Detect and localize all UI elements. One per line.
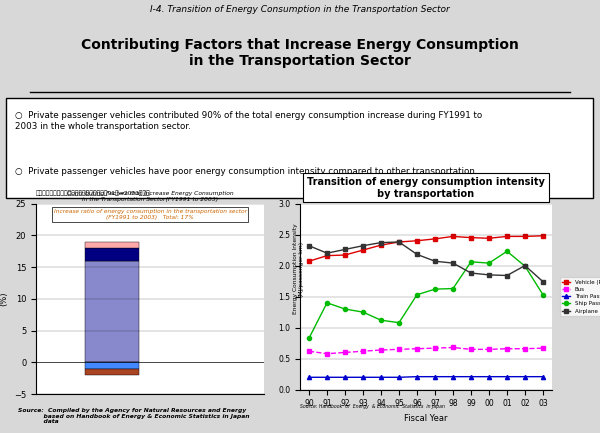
FancyBboxPatch shape <box>6 98 593 198</box>
Title: Contributing Factors that Increase Energy Consumption
in the Transportation Sect: Contributing Factors that Increase Energ… <box>67 191 233 202</box>
Text: I-4. Transition of Energy Consumption in the Transportation Sector: I-4. Transition of Energy Consumption in… <box>150 5 450 14</box>
Bar <box>85 362 139 368</box>
Title: Transition of energy consumption intensity
by transportation: Transition of energy consumption intensi… <box>307 177 545 199</box>
Bar <box>85 248 139 261</box>
Text: 運輸部門エネルギー消費および平均化要因（91年→2003年度）: 運輸部門エネルギー消費および平均化要因（91年→2003年度） <box>36 190 151 196</box>
Bar <box>85 368 139 375</box>
Text: ○  Private passenger vehicles contributed 90% of the total energy consumption in: ○ Private passenger vehicles contributed… <box>15 111 482 131</box>
Text: ○  Private passenger vehicles have poor energy consumption intensity compared to: ○ Private passenger vehicles have poor e… <box>15 168 478 176</box>
Y-axis label: (%): (%) <box>0 291 8 306</box>
Text: Source: Handbook  of  Energy  & Economic  Statistics  in Japan: Source: Handbook of Energy & Economic St… <box>300 404 445 409</box>
Bar <box>85 261 139 362</box>
Bar <box>85 242 139 248</box>
Text: Source:  Compiled by the Agency for Natural Resources and Energy
            bas: Source: Compiled by the Agency for Natur… <box>18 408 250 424</box>
Text: Energy Consumption Intensity
(MJ/passenger-km): Energy Consumption Intensity (MJ/passeng… <box>293 223 304 314</box>
Text: Increase ratio of energy consumption in the transportation sector
(FY1991 to 200: Increase ratio of energy consumption in … <box>53 209 247 220</box>
Legend: Vehicle (Private), Bus, Train Passenger, Ship Passenger, Airplane Passenger: Vehicle (Private), Bus, Train Passenger,… <box>560 278 600 316</box>
X-axis label: Fiscal Year: Fiscal Year <box>404 414 448 423</box>
Text: Contributing Factors that Increase Energy Consumption
in the Transportation Sect: Contributing Factors that Increase Energ… <box>81 38 519 68</box>
Legend: Vehicle (Private) (16), Airplane (Freight) (0), Ship (Freight) (2), Train (Freig: Vehicle (Private) (16), Airplane (Freigh… <box>434 266 512 332</box>
